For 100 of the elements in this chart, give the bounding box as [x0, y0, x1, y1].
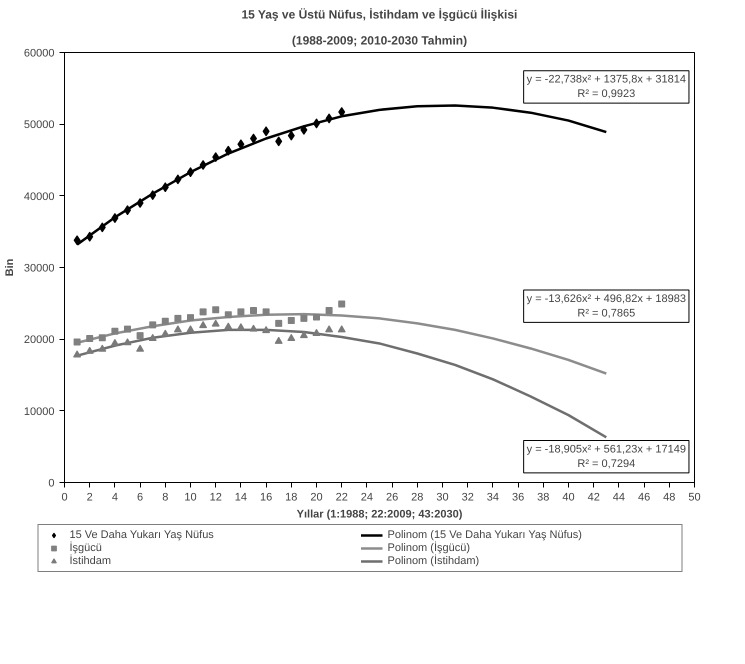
- x-tick-label: 44: [612, 492, 626, 504]
- point: [136, 344, 144, 352]
- point: [224, 146, 232, 156]
- point: [124, 326, 131, 333]
- point: [111, 328, 118, 335]
- chart-subtitle: (1988-2009; 2010-2030 Tahmin): [292, 34, 468, 48]
- point: [186, 325, 194, 332]
- point: [111, 213, 118, 224]
- y-tick-label: 40000: [24, 190, 55, 203]
- point: [312, 328, 320, 336]
- point: [250, 324, 258, 332]
- x-tick-label: 42: [588, 492, 600, 504]
- legend-label: Polinom (İstihdam): [387, 555, 480, 567]
- point: [162, 182, 169, 192]
- x-tick-label: 48: [663, 492, 676, 504]
- x-tick-label: 4: [112, 492, 118, 504]
- x-tick-label: 34: [486, 492, 500, 504]
- point: [224, 322, 232, 330]
- x-tick-label: 20: [310, 492, 323, 504]
- point: [250, 134, 257, 144]
- point: [300, 331, 308, 338]
- point: [174, 174, 182, 184]
- y-axis-title: Bin: [4, 258, 16, 276]
- point: [212, 152, 220, 162]
- annotation: y = -22,738x² + 1375,8x + 31814 R² = 0,9923: [526, 74, 686, 100]
- point: [136, 332, 144, 340]
- annotation: y = -18,905x² + 561,23x + 17149 R² = 0,7294: [526, 444, 686, 470]
- x-tick-label: 14: [234, 492, 248, 504]
- annotation: y = -13,626x² + 496,82x + 18983 R² = 0,7865: [526, 293, 686, 320]
- point: [98, 344, 106, 352]
- point: [274, 336, 283, 344]
- point: [288, 130, 295, 141]
- point: [313, 313, 320, 320]
- legend-label: İstihdam: [69, 555, 112, 567]
- point: [174, 325, 182, 332]
- y-tick-label: 60000: [24, 48, 55, 60]
- x-tick-label: 6: [137, 492, 144, 504]
- x-tick-label: 22: [336, 492, 348, 504]
- point: [275, 320, 282, 327]
- point: [86, 232, 94, 242]
- y-tick-label: 10000: [24, 406, 55, 418]
- x-tick-label: 2: [86, 492, 93, 504]
- x-tick-label: 36: [512, 492, 524, 504]
- point: [237, 139, 244, 150]
- legend-label: 15 Ve Daha Yukarı Yaş Nüfus: [69, 529, 215, 541]
- x-tick-label: 8: [162, 492, 168, 504]
- point: [86, 334, 94, 342]
- point: [148, 334, 157, 341]
- x-tick-label: 40: [562, 492, 575, 504]
- point: [326, 113, 333, 124]
- legend-label: Polinom (İşgücü): [387, 542, 472, 554]
- legend-label: İşgücü: [69, 542, 103, 554]
- point: [174, 314, 182, 322]
- point: [136, 198, 144, 208]
- x-tick-label: 28: [411, 492, 424, 504]
- point: [262, 308, 270, 316]
- point: [199, 321, 208, 328]
- x-axis-title: Yıllar (1:1988; 22:2009; 43:2030): [296, 508, 463, 520]
- x-tick-label: 12: [210, 492, 222, 504]
- point: [300, 314, 308, 322]
- point: [250, 307, 257, 314]
- x-tick-label: 26: [386, 492, 398, 504]
- point: [288, 317, 295, 324]
- point: [161, 330, 170, 337]
- legend-label: Polinom (15 Ve Daha Yukarı Yaş Nüfus): [387, 529, 583, 541]
- x-tick-label: 16: [260, 492, 272, 504]
- point: [200, 160, 207, 170]
- point: [212, 306, 220, 314]
- y-tick-label: 20000: [24, 334, 55, 346]
- point: [149, 321, 156, 328]
- point: [338, 106, 346, 117]
- point: [326, 307, 333, 314]
- point: [74, 235, 81, 246]
- x-tick-label: 50: [688, 492, 701, 504]
- point: [187, 314, 194, 322]
- point: [325, 325, 334, 332]
- point: [98, 334, 106, 342]
- point: [287, 334, 296, 341]
- point: [86, 346, 94, 354]
- point: [224, 311, 232, 318]
- x-tick-label: 0: [61, 492, 68, 504]
- y-tick-label: 0: [48, 478, 55, 490]
- x-tick-label: 30: [436, 492, 449, 504]
- x-tick-label: 32: [462, 492, 474, 504]
- x-tick-label: 24: [360, 492, 374, 504]
- point: [338, 300, 346, 308]
- y-tick-label: 50000: [24, 119, 55, 132]
- x-tick-label: 46: [638, 492, 650, 504]
- x-tick-label: 38: [537, 492, 550, 504]
- point: [200, 308, 207, 316]
- point: [338, 325, 346, 332]
- point: [300, 124, 308, 135]
- x-tick-label: 10: [184, 492, 197, 504]
- point: [212, 320, 220, 327]
- y-tick-label: 30000: [24, 262, 55, 274]
- point: [74, 338, 81, 346]
- point: [110, 338, 119, 346]
- point: [73, 350, 82, 358]
- point: [275, 136, 282, 146]
- x-tick-label: 18: [285, 492, 298, 504]
